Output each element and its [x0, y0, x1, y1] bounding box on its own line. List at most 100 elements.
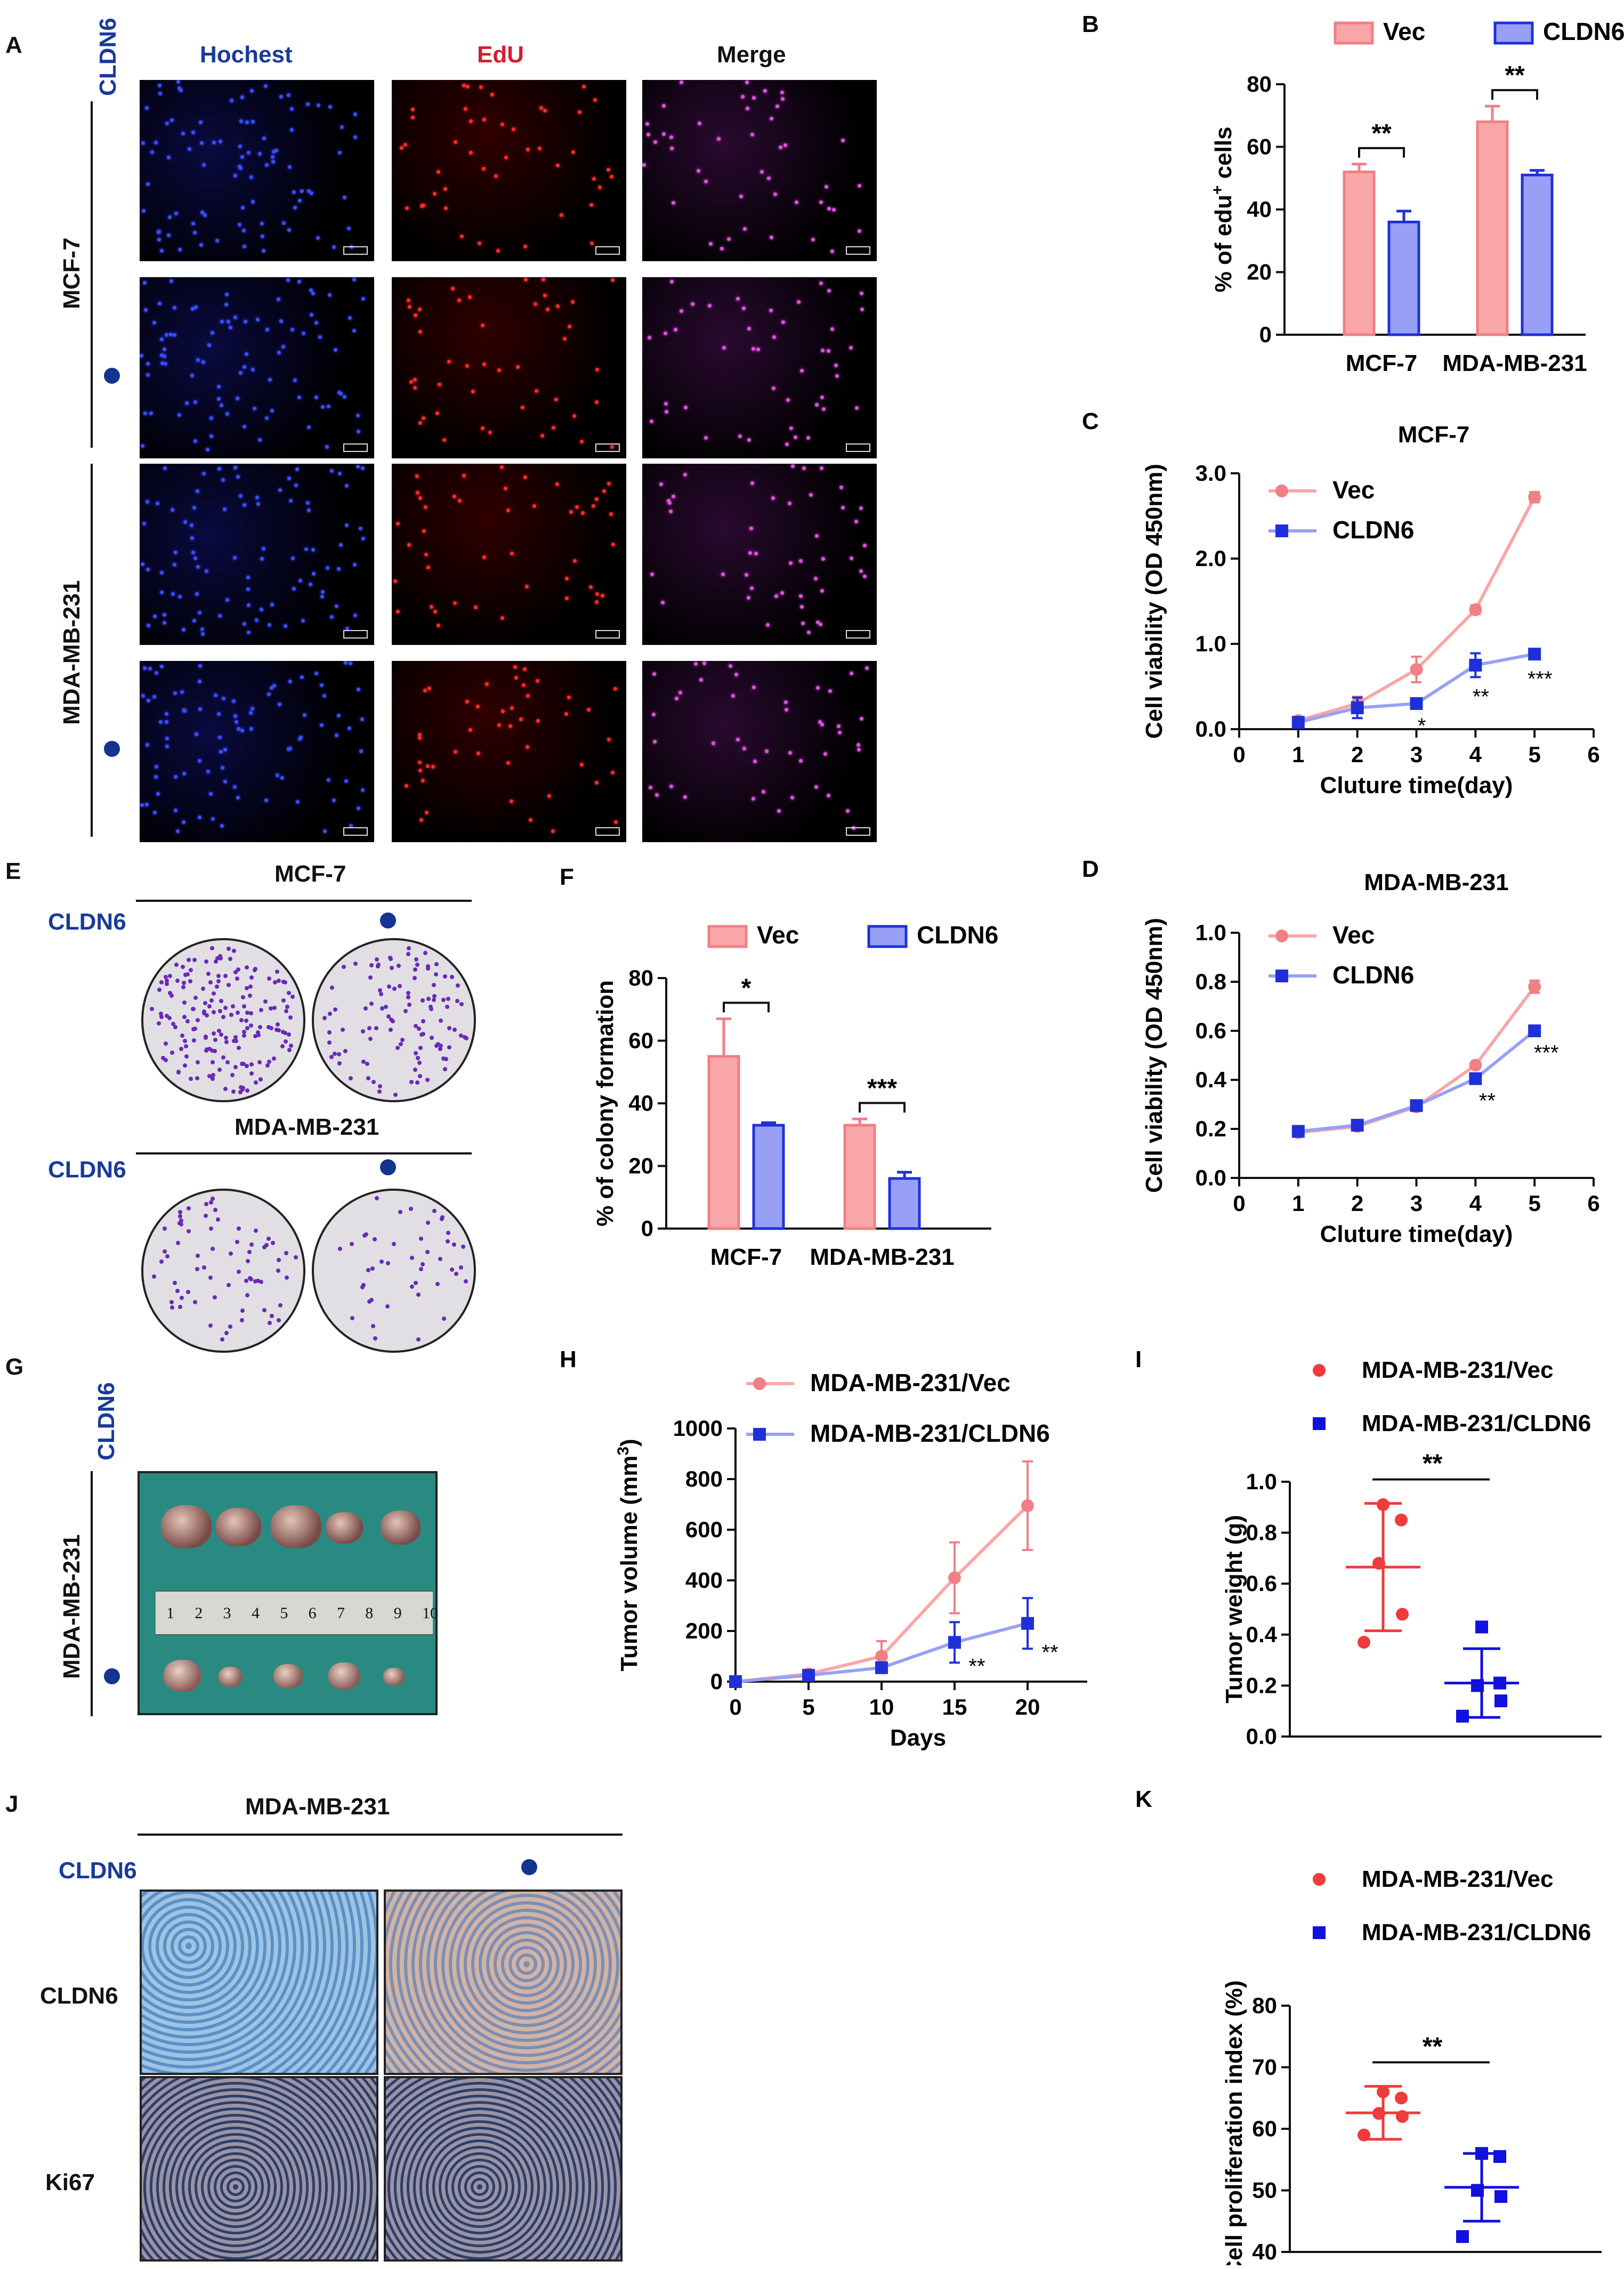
panel-e-group-mcf7: MCF-7: [274, 861, 346, 887]
colony-plate-mda-cldn6: [312, 1189, 476, 1353]
panel-e-group-mda: MDA-MB-231: [235, 1114, 379, 1140]
significance-label: **: [1473, 685, 1489, 708]
tumor-cldn6: [383, 1668, 405, 1686]
significance-label: **: [1479, 1089, 1496, 1112]
x-tick-label: 1: [1292, 1191, 1304, 1216]
panel-j-cldn6-label: CLDN6: [59, 1858, 137, 1884]
x-tick-label: 2: [1351, 742, 1363, 767]
ruler-number: 5: [280, 1604, 288, 1622]
x-category-label: MDA-MB-231: [810, 1244, 954, 1270]
y-tick-label: 80: [628, 965, 653, 990]
bar-vec-mda-mb-231: [843, 1124, 876, 1230]
x-tick-label: 2: [1351, 1191, 1363, 1216]
significance-label: *: [1418, 714, 1426, 738]
bar-vec-mcf-7: [1343, 171, 1376, 336]
y-tick-label: 60: [1252, 2116, 1277, 2141]
ruler-number: 7: [336, 1604, 345, 1622]
bar-vec-mda-mb-231: [1476, 120, 1509, 336]
legend-label-vec: MDA-MB-231/Vec: [810, 1369, 1011, 1396]
panel-a-col-edu: EdU: [477, 42, 524, 68]
data-point: [1493, 1676, 1506, 1690]
x-tick-label: 0: [729, 1694, 741, 1719]
ihc-ki67-cldn6: [384, 2076, 623, 2262]
panel-letter-k: K: [1135, 1786, 1152, 1812]
y-axis-label: Cell viability (OD 450nm): [1141, 464, 1167, 739]
legend-marker-cldn6: [1313, 1926, 1326, 1939]
panel-letter-a: A: [5, 32, 22, 58]
tumor-vec: [216, 1508, 261, 1547]
y-axis-label: Cell proliferation index (%): [1221, 1980, 1247, 2265]
significance-label: **: [1423, 1450, 1443, 1478]
data-point: [1377, 2085, 1389, 2098]
tumor-vec: [381, 1511, 421, 1545]
data-point: [875, 1661, 888, 1674]
panel-a-bracket-mda: [91, 464, 93, 837]
data-point: [1494, 2190, 1507, 2203]
panel-letter-h: H: [560, 1346, 577, 1372]
y-tick-label: 0.8: [1195, 969, 1226, 994]
panel-a-row-mda: MDA-MB-231: [59, 580, 85, 725]
bar-vec-mcf-7: [707, 1055, 740, 1230]
legend-label-vec: Vec: [757, 921, 799, 949]
y-tick-label: 60: [628, 1028, 653, 1053]
x-tick-label: 3: [1410, 742, 1423, 767]
panel-j-line: [138, 1834, 623, 1836]
y-tick-label: 80: [1252, 1993, 1277, 2018]
panel-g-bracket: [91, 1471, 93, 1716]
legend-marker-vec: [1275, 485, 1288, 497]
y-tick-label: 1.0: [1246, 1469, 1277, 1494]
y-axis-label: % of edu+ cells: [1209, 127, 1237, 293]
y-tick-label: 0.6: [1195, 1018, 1226, 1043]
legend-label-cldn6: CLDN6: [917, 921, 998, 949]
data-point: [948, 1636, 961, 1649]
panel-letter-d: D: [1082, 856, 1099, 882]
significance-bracket: [859, 1102, 906, 1113]
y-tick-label: 3.0: [1195, 461, 1226, 486]
data-point: [1372, 1556, 1385, 1570]
x-tick-label: 15: [942, 1694, 967, 1719]
micrograph-edu-4: [392, 661, 626, 842]
x-tick-label: 1: [1292, 742, 1304, 767]
data-point: [1351, 1119, 1364, 1132]
significance-bracket: [1358, 147, 1405, 158]
chart-title: MDA-MB-231: [1364, 869, 1508, 895]
y-tick-label: 40: [1252, 2239, 1277, 2264]
y-tick-label: 600: [685, 1517, 723, 1542]
tumor-vec: [161, 1505, 212, 1548]
x-tick-label: 20: [1015, 1694, 1040, 1719]
ruler-number: 10: [422, 1604, 438, 1622]
tumor-vec: [326, 1512, 363, 1544]
panel-e-cldn6-dot-2: [380, 1159, 396, 1175]
panel-letter-f: F: [560, 864, 574, 890]
micrograph-edu-2: [392, 277, 626, 458]
panel-letter-j: J: [5, 1791, 19, 1817]
colony-plate-mda-vec: [141, 1189, 305, 1353]
tumor-vec: [271, 1505, 321, 1548]
panel-a-cldn6-dot-1: [104, 368, 120, 384]
y-tick-label: 0.4: [1246, 1622, 1278, 1647]
y-axis-label: % of colony formation: [592, 980, 618, 1226]
y-tick-label: 1.0: [1195, 631, 1226, 656]
y-tick-label: 20: [1247, 260, 1272, 285]
ruler-number: 1: [166, 1604, 174, 1622]
chart-b-edu: B Vec CLDN6 0 20 40 60 80 % of edu+ cells ** MCF-7…: [1082, 11, 1624, 376]
data-point: [1410, 697, 1423, 710]
legend-marker-cldn6: [753, 1428, 766, 1441]
series-line-cldn6: [1298, 1029, 1536, 1133]
legend-marker-cldn6: [1275, 524, 1288, 537]
y-tick-label: 80: [1247, 71, 1272, 96]
significance-label: ***: [1534, 1041, 1559, 1065]
y-tick-label: 0.2: [1246, 1673, 1277, 1698]
ruler-number: 6: [308, 1604, 317, 1622]
x-category-label: MCF-7: [710, 1244, 782, 1270]
data-point: [1469, 603, 1482, 616]
ihc-cldn6-cldn6: [384, 1890, 623, 2075]
x-category-label: MCF-7: [1346, 350, 1417, 376]
x-axis-label: Days: [890, 1725, 946, 1751]
y-tick-label: 800: [685, 1466, 723, 1491]
panel-a-col-merge: Merge: [717, 42, 786, 68]
panel-e-cldn6-label-1: CLDN6: [48, 909, 126, 935]
tumor-photo: 1 2 3 4 5 6 7 8 9 10: [138, 1471, 438, 1715]
y-tick-label: 1.0: [1195, 920, 1226, 945]
y-tick-label: 0.8: [1246, 1520, 1277, 1545]
